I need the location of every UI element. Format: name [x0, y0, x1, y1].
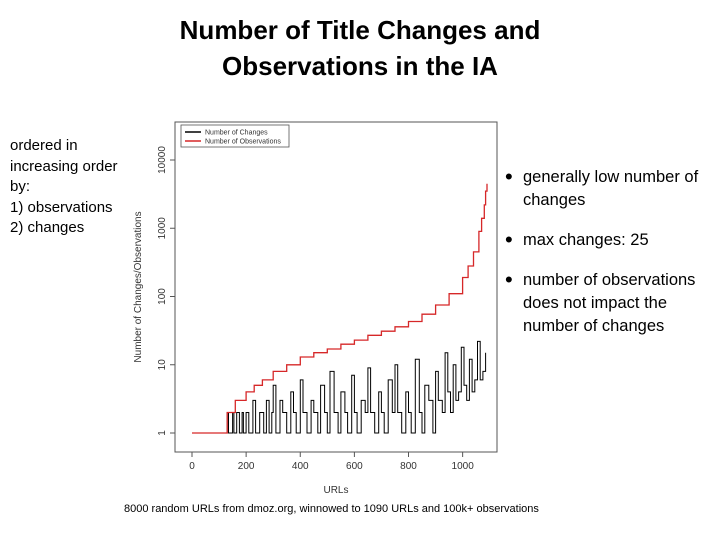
- bullet-dot-icon: •: [505, 164, 513, 189]
- y-tick-label: 10: [157, 359, 168, 371]
- x-tick-label: 800: [400, 461, 417, 472]
- slide-title-line2: Observations in the IA: [222, 51, 498, 81]
- x-tick-label: 1000: [452, 461, 475, 472]
- ordering-note-line: by:: [10, 178, 31, 195]
- chart-caption: 8000 random URLs from dmoz.org, winnowed…: [124, 503, 539, 515]
- series-changes-line: [192, 340, 487, 434]
- x-tick-label: 0: [189, 461, 195, 472]
- bullet-text: number of observations does not impact t…: [523, 271, 696, 335]
- x-tick-label: 400: [292, 461, 309, 472]
- y-axis-label: Number of Changes/Observations: [133, 211, 144, 362]
- bullet-item: • max changes: 25: [503, 229, 718, 252]
- y-tick-label: 1000: [157, 217, 168, 240]
- y-tick-label: 100: [157, 288, 168, 305]
- y-tick-label: 1: [157, 430, 168, 436]
- slide-title: Number of Title Changes and Observations…: [0, 12, 720, 84]
- ordering-note-line: ordered in: [10, 137, 78, 154]
- bullet-dot-icon: •: [505, 267, 513, 292]
- slide-title-line1: Number of Title Changes and: [179, 15, 541, 45]
- ordering-note-line: increasing order: [10, 157, 118, 175]
- bullet-item: • generally low number of changes: [503, 166, 718, 212]
- bullet-list: • generally low number of changes • max …: [503, 166, 718, 355]
- plot-frame: [174, 121, 498, 453]
- bullet-item: • number of observations does not impact…: [503, 269, 718, 338]
- bullet-text: generally low number of changes: [523, 168, 699, 209]
- x-tick-label: 200: [238, 461, 255, 472]
- y-tick-label: 10000: [157, 146, 168, 174]
- legend-label: Number of Changes: [205, 130, 268, 137]
- legend-box: [180, 124, 290, 148]
- x-axis-label: URLs: [323, 485, 348, 496]
- series-observations-line: [192, 183, 488, 434]
- ordering-note-line: 2) changes: [10, 219, 85, 236]
- x-tick-label: 600: [346, 461, 363, 472]
- ordering-note: ordered in increasing order by: 1) obser…: [10, 136, 145, 239]
- ordering-note-line: 1) observations: [10, 198, 113, 216]
- bullet-text: max changes: 25: [523, 231, 649, 249]
- legend-label: Number of Observations: [205, 139, 281, 146]
- bullet-dot-icon: •: [505, 227, 513, 252]
